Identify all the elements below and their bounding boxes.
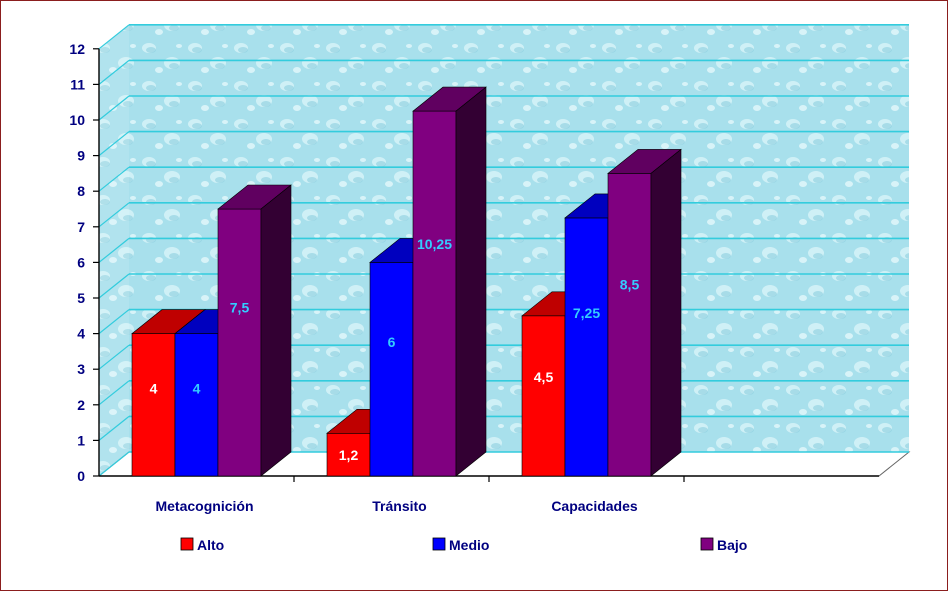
bar-front — [607, 173, 652, 477]
bar-front — [131, 333, 176, 477]
gridline-side — [98, 344, 130, 370]
data-label: 4 — [193, 380, 201, 396]
bar-bajo — [217, 184, 292, 477]
gridline-side — [98, 59, 130, 85]
legend: Alto Medio Bajo — [180, 537, 747, 553]
bar-front — [564, 217, 609, 477]
bar-bajo — [412, 86, 487, 477]
bars — [131, 86, 682, 477]
gridline-side — [98, 166, 130, 192]
legend-label: Medio — [449, 537, 489, 553]
data-label: 6 — [388, 334, 396, 350]
x-tick-label: Capacidades — [551, 498, 638, 514]
y-tick-label: 8 — [77, 183, 85, 199]
y-tick-label: 11 — [70, 76, 85, 92]
legend-item-medio: Medio — [432, 537, 489, 553]
y-tick-label: 10 — [69, 112, 85, 128]
bar-side — [455, 86, 487, 477]
bar-front — [174, 333, 219, 477]
y-tick-label: 2 — [77, 397, 85, 413]
data-label: 10,25 — [417, 236, 452, 252]
gridline-side — [98, 309, 130, 335]
y-tick-label: 3 — [77, 361, 85, 377]
x-axis-categories: Metacognición Tránsito Capacidades — [155, 498, 637, 514]
bar-side — [650, 148, 682, 477]
gridline-side — [98, 131, 130, 157]
gridline-side — [98, 202, 130, 228]
gridline-side — [98, 24, 130, 50]
bar-side — [260, 184, 292, 477]
y-tick-label: 4 — [77, 326, 85, 342]
y-tick-label: 7 — [77, 219, 85, 235]
bar-front — [217, 208, 262, 477]
y-tick-label: 0 — [77, 468, 85, 484]
legend-label: Bajo — [717, 537, 747, 553]
data-label: 7,5 — [230, 299, 250, 315]
data-label: 1,2 — [339, 447, 359, 463]
gridline-side — [98, 95, 130, 121]
bar-bajo — [607, 148, 682, 477]
y-tick-label: 5 — [77, 290, 85, 306]
gridline-side — [98, 415, 130, 441]
y-tick-label: 12 — [69, 41, 85, 57]
legend-item-bajo: Bajo — [700, 537, 747, 553]
gridline-side — [98, 273, 130, 299]
bar-front — [521, 315, 566, 477]
legend-item-alto: Alto — [180, 537, 224, 553]
y-tick-label: 9 — [77, 148, 85, 164]
legend-swatch — [700, 537, 714, 551]
data-label: 8,5 — [620, 276, 640, 292]
gridline-side — [98, 237, 130, 263]
gridline-side — [98, 451, 130, 477]
data-label: 7,25 — [573, 305, 600, 321]
y-tick-label: 6 — [77, 254, 85, 270]
data-label: 4 — [150, 380, 158, 396]
y-tick-label: 1 — [77, 432, 85, 448]
bar-front — [369, 262, 414, 477]
x-tick-label: Metacognición — [155, 498, 253, 514]
x-tick-label: Tránsito — [372, 498, 426, 514]
legend-swatch — [432, 537, 446, 551]
data-label: 4,5 — [534, 369, 554, 385]
bar-front — [412, 110, 457, 477]
bar-front — [326, 432, 371, 477]
data-labels: 4 4 7,5 1,2 6 10,25 4,5 7,25 8,5 — [150, 236, 640, 463]
legend-label: Alto — [197, 537, 224, 553]
legend-swatch — [180, 537, 194, 551]
gridline-side — [98, 380, 130, 406]
